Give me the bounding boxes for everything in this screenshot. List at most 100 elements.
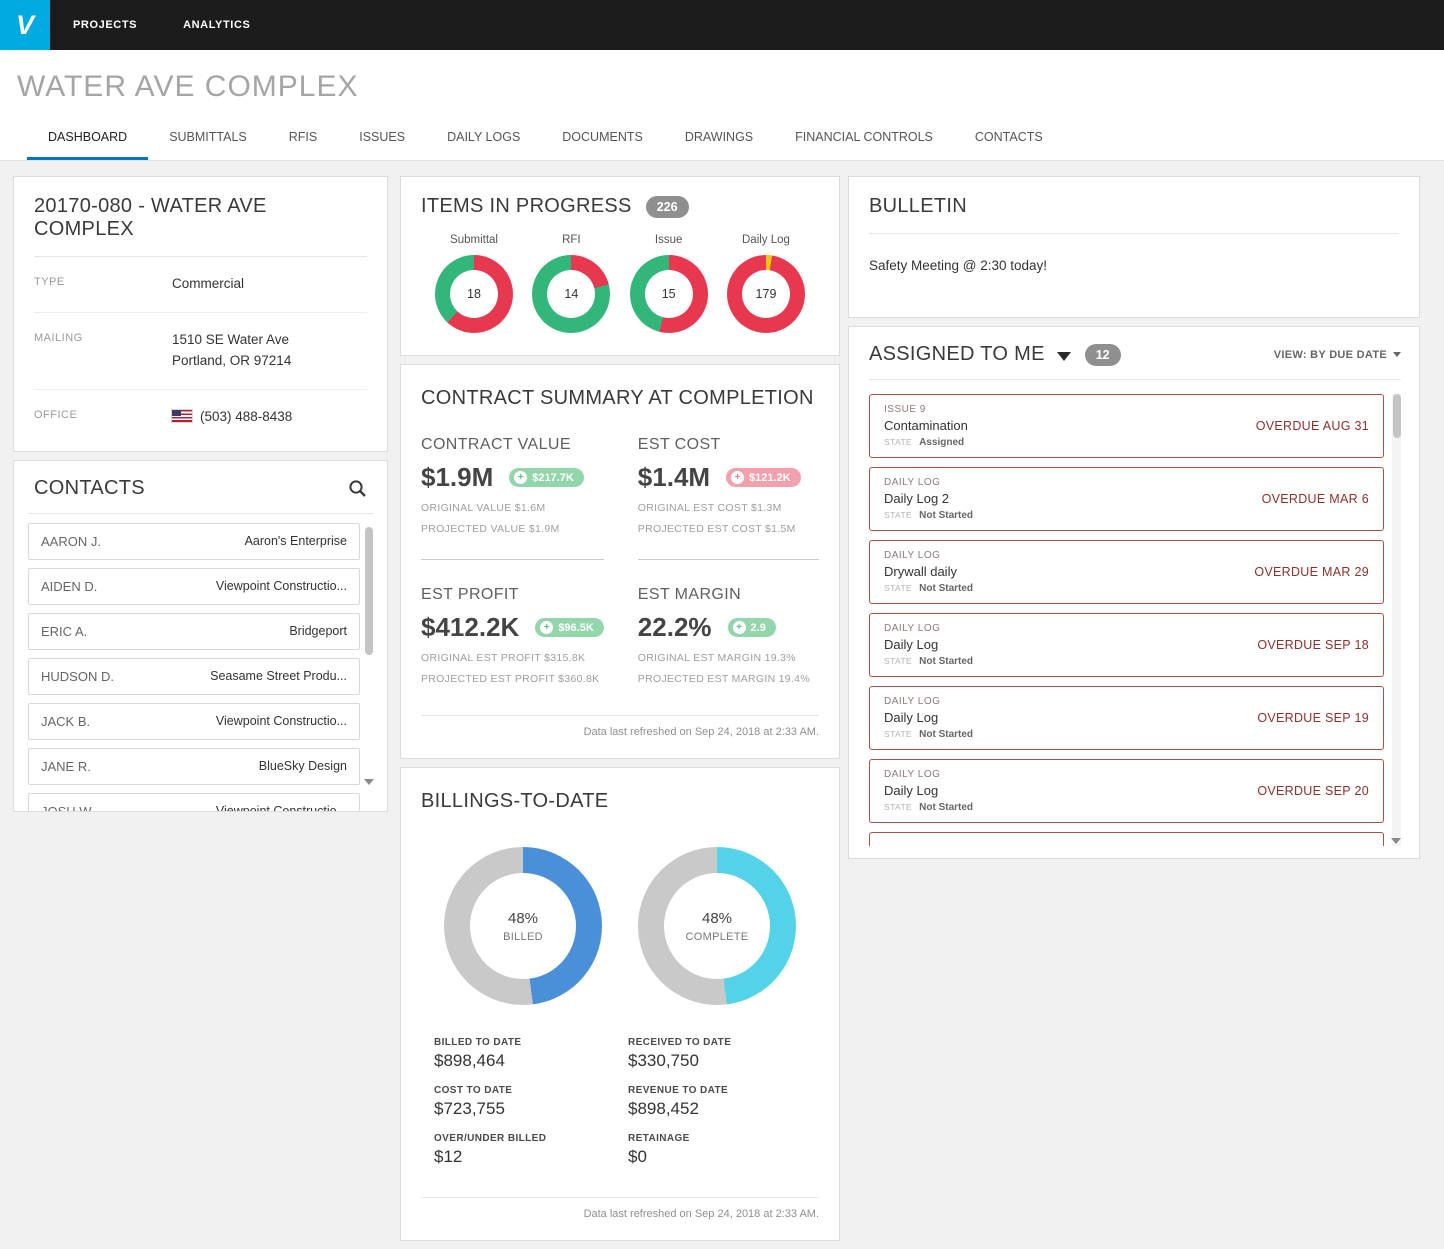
assigned-to-me-card: ASSIGNED TO ME 12 VIEW: BY DUE DATE ISSU… — [848, 326, 1420, 859]
submittal-donut[interactable]: Submittal 18 — [435, 234, 513, 333]
item-name: Daily Log — [884, 782, 939, 798]
tab-rfis[interactable]: RFIS — [288, 130, 318, 144]
assigned-item[interactable]: ISSUE 9 Contamination STATE Assigned OVER… — [869, 394, 1384, 458]
tab-daily-logs[interactable]: DAILY LOGS — [447, 130, 521, 144]
tab-drawings[interactable]: DRAWINGS — [684, 130, 754, 144]
metric-projected: PROJECTED VALUE $1.9M — [421, 523, 560, 535]
metric-est-cost: EST COST $1.4M + $121.2K ORIGINAL EST COS… — [637, 436, 819, 560]
contact-row[interactable]: AIDEN D. Viewpoint Constructio... — [28, 567, 360, 605]
contact-row[interactable]: JOSH W. Viewpoint Constructio... — [28, 792, 360, 811]
contact-row[interactable]: HUDSON D. Seasame Street Produ... — [28, 657, 360, 695]
contract-summary-title: CONTRACT SUMMARY AT COMPLETION — [421, 387, 814, 409]
viewpoint-logo[interactable]: V — [0, 0, 50, 50]
item-due-date: OVERDUE MAR 29 — [1254, 564, 1369, 579]
assigned-item[interactable]: DAILY LOG Daily Log STATE Not Started OVE… — [869, 686, 1384, 750]
metric-value: $1.9M — [421, 462, 494, 492]
donut-count: 18 — [467, 287, 481, 301]
contacts-scroll-down-icon[interactable] — [364, 778, 374, 785]
assigned-dropdown-icon[interactable] — [1056, 352, 1071, 361]
nav-item-analytics[interactable]: ANALYTICS — [183, 19, 251, 31]
page-header: WATER AVE COMPLEX DASHBOARD SUBMITTALS R… — [0, 50, 1444, 161]
contact-company: BlueSky Design — [258, 759, 347, 774]
assigned-scrollbar-track[interactable] — [1391, 394, 1401, 846]
mailing-value: 1510 SE Water Ave Portland, OR 97214 — [172, 330, 291, 372]
stat-label: COST TO DATE — [434, 1085, 513, 1096]
complete-donut-chart[interactable]: 48% COMPLETE — [638, 847, 796, 1005]
metric-label: EST PROFIT — [421, 586, 519, 603]
us-flag-icon — [171, 408, 193, 423]
stat-label: REVENUE TO DATE — [628, 1085, 729, 1096]
delta-value: 2.9 — [750, 621, 766, 634]
metric-original: ORIGINAL EST PROFIT $315.8K — [421, 652, 586, 664]
assigned-item[interactable]: DAILY LOG Drywall daily STATE Not Started… — [869, 540, 1384, 604]
plus-icon: + — [731, 471, 745, 484]
nav-item-projects[interactable]: PROJECTS — [73, 19, 138, 31]
tab-submittals[interactable]: SUBMITTALS — [169, 130, 247, 144]
rfi-donut[interactable]: RFI 14 — [532, 234, 611, 333]
state-label: STATE — [884, 801, 913, 812]
stat-cost-to-date: COST TO DATE $723,755 — [434, 1085, 612, 1119]
daily-log-donut-chart: 179 — [726, 255, 805, 333]
contact-row[interactable]: JANE R. BlueSky Design — [28, 747, 360, 785]
data-refreshed-note: Data last refreshed on Sep 24, 2018 at 2… — [421, 715, 819, 742]
state-label: STATE — [884, 582, 913, 593]
contacts-card: CONTACTS AARON J. Aaron's Enterprise AID… — [13, 459, 388, 812]
contact-row[interactable]: ERIC A. Bridgeport — [28, 612, 360, 650]
tab-documents[interactable]: DOCUMENTS — [562, 130, 643, 144]
mailing-label: MAILING — [34, 331, 83, 344]
contract-summary-card: CONTRACT SUMMARY AT COMPLETION CONTRACT … — [400, 364, 840, 759]
view-by-due-date-select[interactable]: VIEW: BY DUE DATE — [1274, 349, 1401, 361]
contact-row[interactable]: AARON J. Aaron's Enterprise — [28, 522, 360, 560]
donut-label: RFI — [562, 234, 581, 246]
billed-donut-chart[interactable]: 48% BILLED — [444, 847, 602, 1005]
item-name: Contamination — [884, 417, 968, 433]
metric-value: 22.2% — [637, 612, 712, 642]
contact-name: ERIC A. — [41, 623, 88, 639]
item-type: DAILY LOG — [884, 695, 941, 707]
item-due-date: OVERDUE SEP 18 — [1257, 637, 1369, 652]
billings-title: BILLINGS-TO-DATE — [421, 790, 609, 812]
assigned-item[interactable]: DAILY LOG Daily Log STATE Not Started OVE… — [869, 613, 1384, 677]
stat-billed-to-date: BILLED TO DATE $898,464 — [434, 1037, 612, 1071]
items-in-progress-title: ITEMS IN PROGRESS — [421, 195, 632, 217]
state-value: Not Started — [919, 801, 974, 813]
delta-pill: + $121.2K — [726, 468, 801, 487]
donut-label: Issue — [654, 234, 683, 246]
item-type: DAILY LOG — [884, 768, 941, 780]
stat-label: BILLED TO DATE — [434, 1037, 522, 1048]
assigned-item-partial[interactable] — [869, 832, 1384, 846]
item-type: DAILY LOG — [884, 476, 941, 488]
assigned-list: ISSUE 9 Contamination STATE Assigned OVER… — [869, 394, 1384, 846]
item-name: Drywall daily — [884, 563, 957, 579]
contact-name: AIDEN D. — [41, 578, 98, 594]
office-phone[interactable]: (503) 488-8438 — [200, 408, 293, 424]
project-info-card: 20170-080 - WATER AVE COMPLEX TYPE Comme… — [13, 176, 388, 452]
contact-list: AARON J. Aaron's Enterprise AIDEN D. Vie… — [28, 522, 374, 811]
state-label: STATE — [884, 728, 913, 739]
office-value: (503) 488-8438 — [171, 407, 293, 428]
contact-row[interactable]: JACK B. Viewpoint Constructio... — [28, 702, 360, 740]
contacts-scrollbar[interactable] — [365, 526, 373, 655]
stat-value: $12 — [434, 1147, 463, 1166]
tab-contacts[interactable]: CONTACTS — [974, 130, 1043, 144]
issue-donut-chart: 15 — [629, 255, 708, 333]
metric-original: ORIGINAL EST COST $1.3M — [637, 502, 782, 514]
metric-projected: PROJECTED EST MARGIN 19.4% — [637, 673, 810, 685]
billings-card: BILLINGS-TO-DATE 48% BILLED 48% COMPLETE — [400, 767, 840, 1241]
stat-value: $330,750 — [628, 1051, 699, 1070]
state-label: STATE — [884, 436, 913, 447]
tab-issues[interactable]: ISSUES — [359, 130, 406, 144]
metric-est-profit: EST PROFIT $412.2K + $96.5K ORIGINAL EST … — [421, 586, 604, 709]
tab-financial-controls[interactable]: FINANCIAL CONTROLS — [795, 130, 933, 144]
search-icon[interactable] — [348, 479, 367, 498]
assigned-item[interactable]: DAILY LOG Daily Log STATE Not Started OVE… — [869, 759, 1384, 823]
item-due-date: OVERDUE SEP 19 — [1257, 710, 1369, 725]
issue-donut[interactable]: Issue 15 — [629, 234, 708, 333]
assigned-scrollbar-thumb[interactable] — [1393, 394, 1401, 438]
assigned-scroll-down-icon[interactable] — [1391, 838, 1401, 844]
daily-log-donut[interactable]: Daily Log 179 — [726, 234, 805, 333]
metric-label: CONTRACT VALUE — [421, 436, 571, 453]
tab-dashboard[interactable]: DASHBOARD — [27, 120, 149, 160]
assigned-item[interactable]: DAILY LOG Daily Log 2 STATE Not Started O… — [869, 467, 1384, 531]
state-label: STATE — [884, 655, 913, 666]
